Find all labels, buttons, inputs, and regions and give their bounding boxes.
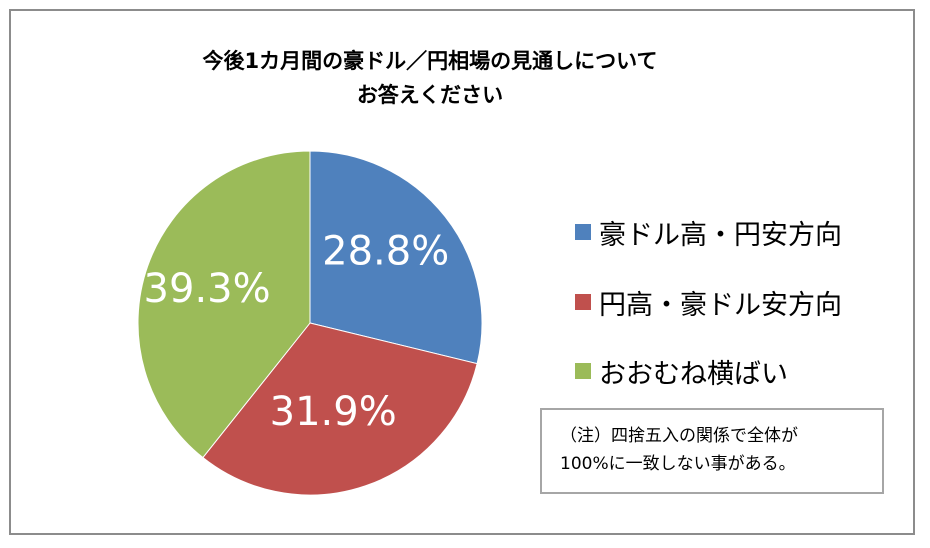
title-line-2: お答えください (356, 83, 504, 107)
legend-item-flat: おおむね横ばい (575, 351, 788, 391)
legend-label: 円高・豪ドル安方向 (599, 289, 842, 321)
pie-slices (137, 150, 483, 496)
title-line-1: 今後1カ月間の豪ドル／円相場の見通しについて (202, 49, 658, 73)
note-line-2: 100%に一致しない事がある。 (560, 454, 796, 474)
legend-swatch-green (575, 363, 591, 379)
legend-label: 豪ドル高・円安方向 (599, 219, 842, 251)
legend-item-aud-strong: 豪ドル高・円安方向 (575, 212, 842, 252)
pie-data-labels: 28.8% 31.9% 39.3% (144, 229, 450, 436)
note-box: （注）四捨五入の関係で全体が 100%に一致しない事がある。 (540, 408, 884, 494)
chart-title: 今後1カ月間の豪ドル／円相場の見通しについて お答えください (120, 44, 740, 112)
note-line-1: （注）四捨五入の関係で全体が (560, 426, 798, 446)
legend-swatch-red (575, 294, 591, 310)
slice-value-label: 31.9% (270, 389, 397, 435)
slice-aud-strong (309, 150, 483, 365)
legend-label: おおむね横ばい (599, 358, 788, 390)
slice-yen-strong (202, 322, 478, 496)
legend-swatch-blue (575, 224, 591, 240)
slice-value-label: 39.3% (144, 266, 271, 312)
slice-flat (137, 150, 311, 459)
slice-value-label: 28.8% (322, 229, 449, 275)
legend-item-yen-strong: 円高・豪ドル安方向 (575, 282, 842, 322)
